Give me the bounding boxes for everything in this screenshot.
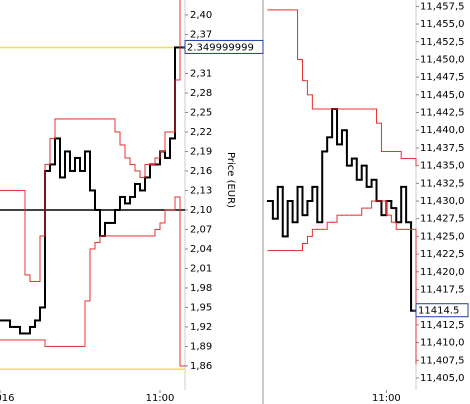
y-tick-label: 11,427,5 — [420, 214, 465, 225]
y-tick-label: 11,445,0 — [420, 90, 465, 101]
y-tick-label: 2,10 — [190, 205, 212, 216]
y-tick-label: 2,16 — [190, 166, 212, 177]
y-tick-label: 11,417,5 — [420, 284, 465, 295]
y-tick-label: 11,405,0 — [420, 373, 465, 384]
y-tick-label: 11,440,0 — [420, 125, 465, 136]
y-tick-label: 2,07 — [190, 224, 212, 235]
last-price-label: 2.349999999 — [187, 42, 254, 53]
y-tick-label: 11,435,0 — [420, 161, 465, 172]
y-tick-label: 2,04 — [190, 244, 212, 255]
last-price-label: 11414.5 — [418, 306, 459, 317]
y-tick-label: 1,92 — [190, 322, 212, 333]
y-tick-label: 1,86 — [190, 361, 212, 372]
y-tick-label: 2,31 — [190, 68, 212, 79]
y-tick-label: 11,430,0 — [420, 196, 465, 207]
last-price-box — [415, 303, 469, 318]
y-tick-label: 1,95 — [190, 302, 212, 313]
y-tick-label: 11,442,5 — [420, 108, 465, 119]
y-tick-label: 11,410,0 — [420, 338, 465, 349]
y-tick-label: 11,407,5 — [420, 355, 465, 366]
y-tick-label: 1,98 — [190, 283, 212, 294]
y-tick-label: 11,447,5 — [420, 72, 465, 83]
y-tick-label: 2,22 — [190, 127, 212, 138]
y-tick-label: 2,01 — [190, 263, 212, 274]
y-tick-label: 2,28 — [190, 88, 212, 99]
y-tick-label: 2,40 — [190, 10, 212, 21]
last-price-box — [184, 39, 264, 54]
y-tick-label: 2,13 — [190, 185, 212, 196]
y-tick-label: 2,25 — [190, 107, 212, 118]
x-tick-label: 11:00 — [146, 393, 175, 404]
y-tick-label: 11,452,5 — [420, 37, 465, 48]
y-tick-label: 11,422,5 — [420, 249, 465, 260]
y-tick-label: 11,455,0 — [420, 19, 465, 30]
y-tick-label: 11,450,0 — [420, 54, 465, 65]
y-tick-label: 11,425,0 — [420, 231, 465, 242]
y-axis-title: Price (EUR) — [225, 152, 236, 208]
y-tick-label: 11,432,5 — [420, 178, 465, 189]
x-tick-label: -2016 — [0, 393, 15, 404]
y-tick-label: 11,420,0 — [420, 267, 465, 278]
y-tick-label: 11,412,5 — [420, 320, 465, 331]
y-tick-label: 11,457,5 — [420, 1, 465, 12]
y-tick-label: 2,19 — [190, 146, 212, 157]
y-tick-label: 1,89 — [190, 341, 212, 352]
y-tick-label: 2,37 — [190, 29, 212, 40]
x-tick-label: 11:00 — [372, 393, 401, 404]
y-tick-label: 11,437,5 — [420, 143, 465, 154]
